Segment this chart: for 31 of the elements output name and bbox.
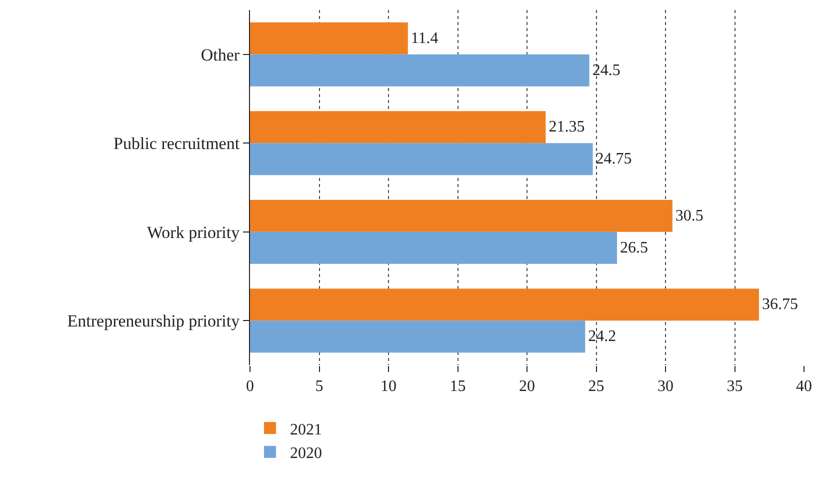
y-tick-label: Public recruitment [114, 134, 240, 154]
data-label: 24.75 [596, 150, 632, 168]
data-label: 36.75 [762, 296, 798, 314]
x-tick-label: 0 [246, 378, 254, 396]
y-tick-label: Other [200, 45, 240, 64]
y-tick-label: Entrepreneurship priority [67, 312, 240, 331]
x-tick-label: 20 [519, 378, 535, 396]
data-label: 30.5 [675, 207, 704, 224]
data-label: 26.5 [620, 239, 648, 256]
x-tick-label: 30 [658, 378, 674, 396]
x-tick-label: 10 [380, 378, 396, 396]
bar [250, 143, 593, 176]
bar [250, 54, 590, 86]
x-tick-label: 5 [315, 378, 324, 396]
x-tick-label: 25 [588, 378, 604, 396]
x-tick-label: 35 [726, 378, 743, 396]
bar [250, 22, 408, 54]
bar [250, 111, 546, 144]
bar [250, 200, 672, 232]
legend-label: 2020 [290, 445, 322, 462]
x-tick-label: 40 [796, 378, 812, 396]
x-tick-label: 15 [450, 378, 466, 396]
data-label: 11.4 [410, 30, 438, 47]
data-label: 24.5 [592, 62, 620, 79]
legend-label: 2021 [290, 421, 322, 438]
data-label: 21.35 [548, 118, 585, 136]
bar [250, 232, 618, 264]
data-label: 24.2 [588, 328, 616, 346]
bar [250, 320, 586, 353]
y-tick-label: Work priority [147, 222, 240, 242]
bar [250, 288, 759, 321]
